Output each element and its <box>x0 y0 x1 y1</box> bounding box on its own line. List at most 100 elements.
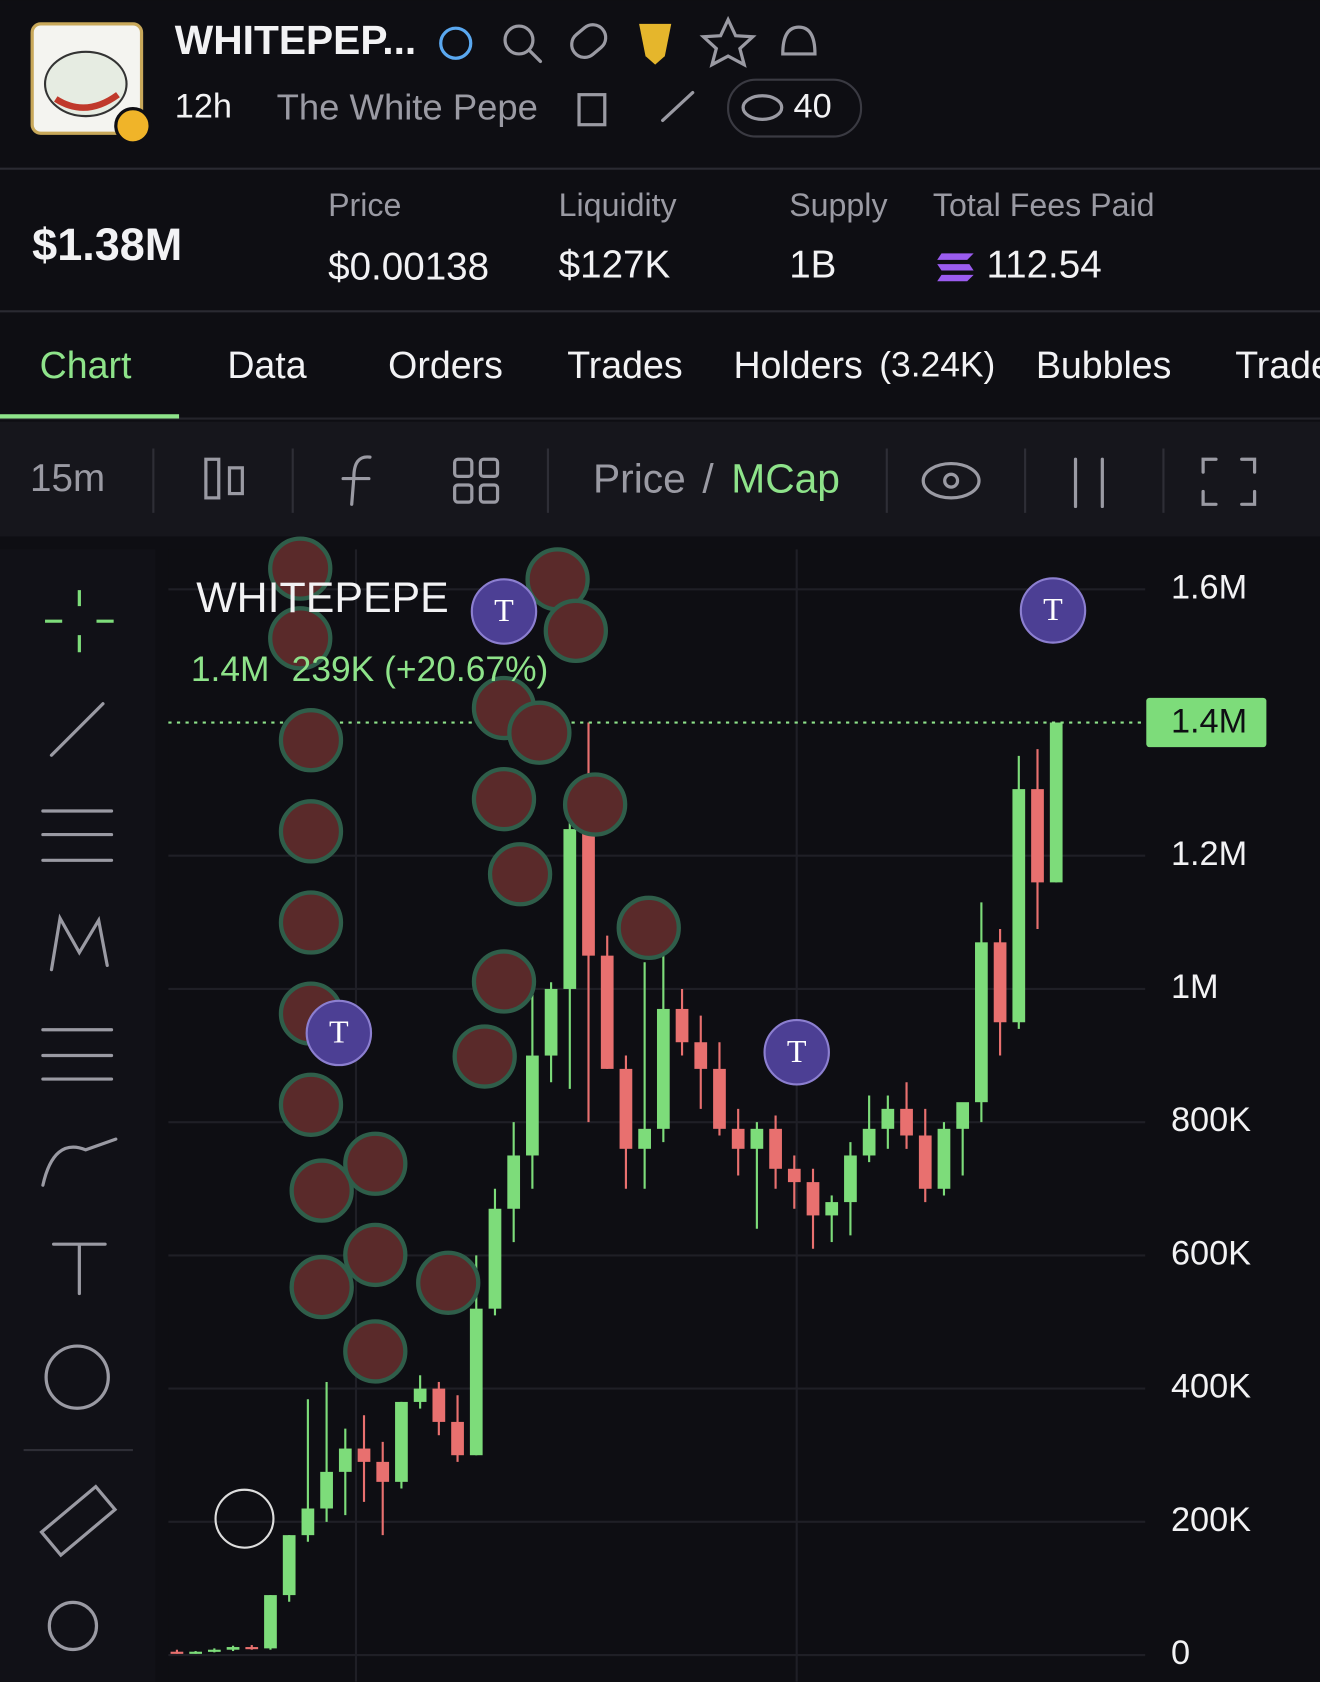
trade-marker-label: T <box>787 1033 807 1069</box>
stat-label: Price <box>328 187 401 223</box>
candle-body <box>357 1448 371 1462</box>
avatar-badge <box>114 107 152 145</box>
holder-bubble[interactable] <box>616 895 681 961</box>
candle-body <box>376 1461 390 1482</box>
candles-icon[interactable] <box>204 457 221 500</box>
tab[interactable]: Trades <box>567 344 682 386</box>
star-icon[interactable] <box>699 15 757 68</box>
header: WHITEPEP... 12h The White Pepe 40 <box>30 15 863 145</box>
y-tick-label: 400K <box>1171 1368 1251 1406</box>
settings-icon[interactable] <box>1073 457 1104 509</box>
line-tool[interactable] <box>49 702 105 757</box>
candle-body <box>993 942 1007 1023</box>
trade-marker[interactable] <box>305 999 373 1067</box>
search-icon-handle <box>528 49 543 64</box>
holder-bubble[interactable] <box>343 1319 408 1384</box>
chart-area <box>168 549 1320 1682</box>
tab[interactable]: Holders <box>733 344 862 386</box>
last-price-tag <box>1146 697 1267 748</box>
trade-marker[interactable] <box>470 578 538 645</box>
tab[interactable]: Bubbles <box>1036 344 1172 386</box>
watchers-pill[interactable] <box>727 78 863 138</box>
candle-body <box>844 1155 857 1203</box>
text-tool[interactable] <box>52 1242 107 1296</box>
holder-bubble[interactable] <box>278 1072 344 1137</box>
holder-bubble[interactable] <box>543 598 608 663</box>
alert-icon[interactable] <box>781 25 817 56</box>
holder-bubble[interactable] <box>487 842 553 907</box>
tab[interactable]: Orders <box>388 344 503 386</box>
holder-bubble[interactable] <box>289 1254 354 1320</box>
fullscreen-icon[interactable] <box>1201 457 1257 506</box>
candle-body <box>656 1008 670 1129</box>
holder-bubble[interactable] <box>268 606 333 671</box>
zoom-tool[interactable] <box>47 1600 99 1652</box>
candle-body <box>731 1128 745 1149</box>
holder-bubble[interactable] <box>416 1250 481 1315</box>
y-tick-label: 1.6M <box>1171 568 1247 606</box>
crosshair-tool[interactable] <box>45 590 114 653</box>
interval[interactable]: 15m <box>30 457 105 500</box>
tab-underline <box>0 414 180 419</box>
tools-bg <box>0 549 156 1682</box>
holder-bubble[interactable] <box>471 767 537 832</box>
emoji-tool[interactable] <box>44 1344 110 1410</box>
y-tick-label: 1M <box>1171 968 1219 1006</box>
trade-marker-label: T <box>494 592 514 628</box>
visibility-icon-pupil <box>943 472 960 489</box>
fib-tool[interactable] <box>41 809 114 862</box>
candle-body <box>488 1208 502 1309</box>
layout-icon-part <box>478 483 500 504</box>
pill-icon[interactable] <box>566 19 610 62</box>
holder-bubble[interactable] <box>343 1222 408 1288</box>
layout-icon[interactable] <box>453 457 474 479</box>
copy-icon[interactable] <box>577 93 607 127</box>
candle-body <box>675 1008 689 1043</box>
candle-body <box>507 1155 521 1209</box>
holder-bubble[interactable] <box>343 1131 408 1196</box>
candle-body <box>825 1202 839 1216</box>
indicators-icon[interactable] <box>341 455 372 506</box>
watchers-count: 40 <box>794 88 832 126</box>
holder-bubble[interactable] <box>278 799 344 864</box>
sol-icon <box>937 253 974 282</box>
holder-bubble[interactable] <box>278 890 344 955</box>
tab[interactable]: Trade <box>1235 344 1320 386</box>
stat-value: 1B <box>789 244 836 287</box>
holder-bubble[interactable] <box>562 772 628 837</box>
mcap-toggle[interactable]: MCap <box>731 456 840 502</box>
price-toggle[interactable]: Price <box>593 456 686 502</box>
candle-body <box>713 1068 726 1129</box>
candle-body <box>1012 789 1026 1023</box>
brush-tool[interactable] <box>41 1137 118 1187</box>
search-icon[interactable] <box>503 24 535 56</box>
projection-tool[interactable] <box>41 1028 114 1081</box>
candle-body <box>245 1647 259 1650</box>
holder-bubble[interactable] <box>452 1024 517 1089</box>
pattern-tool[interactable] <box>49 913 109 972</box>
holder-bubble[interactable] <box>289 1158 354 1223</box>
y-tick-label: 1.2M <box>1171 835 1247 873</box>
holder-bubble[interactable] <box>278 708 344 773</box>
token-symbol: WHITEPEP... <box>175 17 416 63</box>
community-icon[interactable] <box>439 26 473 60</box>
trade-marker[interactable] <box>1019 577 1087 644</box>
eagle-icon[interactable] <box>639 23 672 65</box>
tab[interactable]: Chart <box>40 344 132 386</box>
candle-body <box>226 1647 240 1650</box>
trade-marker[interactable] <box>763 1019 830 1086</box>
annotation-bubble[interactable] <box>214 1488 275 1549</box>
holder-bubble[interactable] <box>471 949 537 1014</box>
candle-body <box>787 1168 801 1183</box>
ruler-tool[interactable] <box>39 1484 118 1558</box>
visibility-icon[interactable] <box>921 461 981 500</box>
link-icon[interactable] <box>661 90 695 123</box>
candle-body <box>806 1182 820 1216</box>
layout-icon-part <box>478 457 500 479</box>
tab[interactable]: Data <box>227 344 306 386</box>
candle-body <box>451 1421 464 1456</box>
eye-icon <box>741 94 784 121</box>
holder-bubble[interactable] <box>507 700 572 765</box>
holder-bubble[interactable] <box>268 536 333 601</box>
